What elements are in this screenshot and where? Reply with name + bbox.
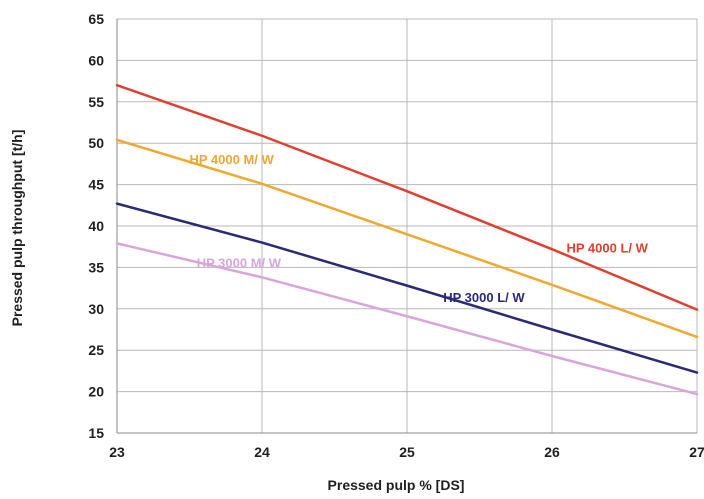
grid — [116, 18, 698, 434]
y-tick-label: 30 — [88, 301, 104, 317]
y-tick-label: 35 — [88, 259, 104, 275]
y-tick-label: 50 — [88, 135, 104, 151]
y-tick-label: 15 — [88, 425, 104, 441]
y-tick-label: 60 — [88, 52, 104, 68]
series-line-1 — [115, 138, 699, 339]
x-tick-label: 24 — [254, 444, 270, 460]
x-tick-label: 23 — [109, 444, 125, 460]
series-label-0: HP 4000 L/ W — [567, 240, 649, 255]
y-tick-label: 45 — [88, 177, 104, 193]
y-tick-label: 25 — [88, 342, 104, 358]
series-labels: HP 4000 L/ W HP 4000 M/ W HP 3000 L/ W HP 3… — [190, 152, 649, 305]
series-line-2 — [115, 202, 699, 374]
series-label-2: HP 3000 L/ W — [443, 290, 525, 305]
x-tick-label: 26 — [544, 444, 560, 460]
x-tick-label: 25 — [399, 444, 415, 460]
y-tick-label: 65 — [88, 11, 104, 27]
y-tick-label: 40 — [88, 218, 104, 234]
y-axis-title: Pressed pulp throughput [t/h] — [9, 130, 25, 327]
series-line-0 — [115, 83, 699, 311]
series-line-3 — [115, 242, 699, 396]
series-lines — [115, 83, 699, 396]
x-tick-label: 27 — [689, 444, 704, 460]
series-label-1: HP 4000 M/ W — [190, 152, 275, 167]
tick-labels: 15 20 25 30 35 40 45 50 55 60 65 23 24 25 26 27 — [88, 11, 704, 460]
y-tick-label: 20 — [88, 384, 104, 400]
series-label-3: HP 3000 M/ W — [197, 255, 282, 270]
y-tick-label: 55 — [88, 94, 104, 110]
x-axis-title: Pressed pulp % [DS] — [328, 477, 465, 493]
